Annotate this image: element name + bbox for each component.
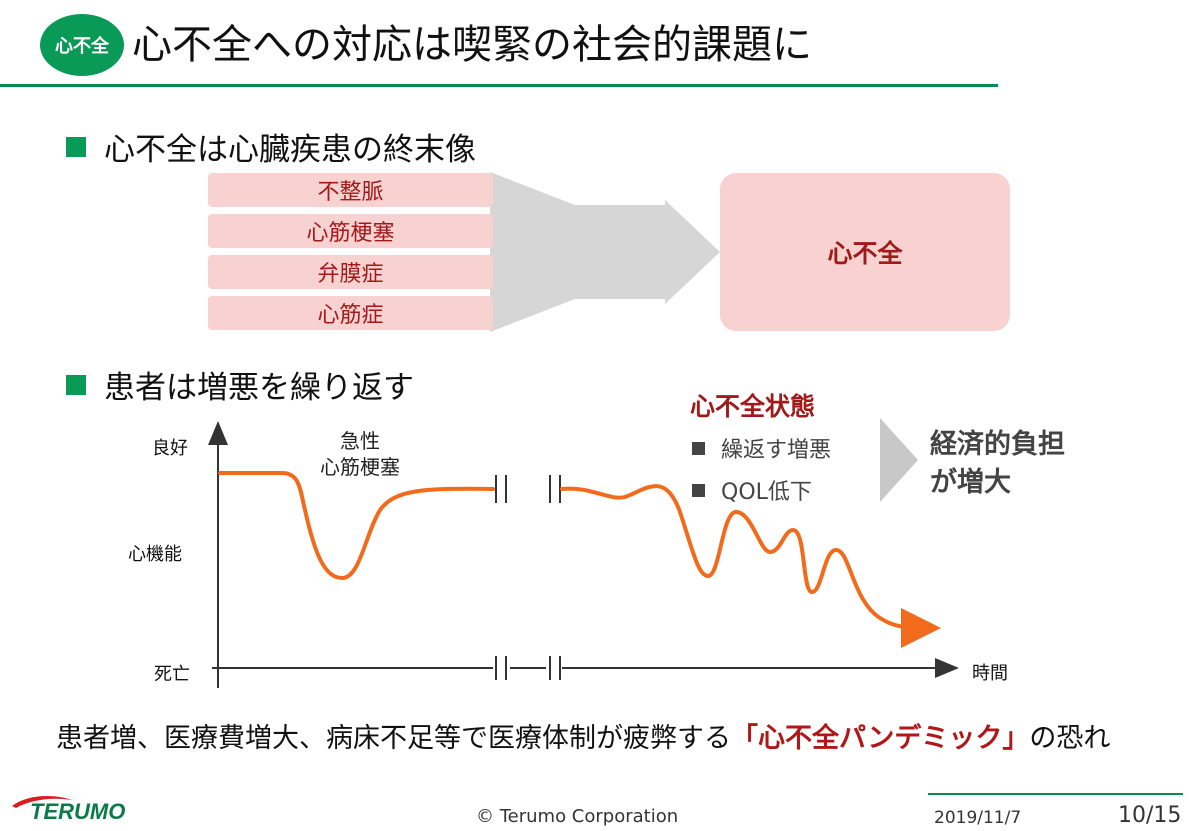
- bullet-square-icon: [66, 374, 86, 395]
- terumo-logo: TERUMO: [12, 796, 125, 822]
- page-title: 心不全への対応は喫緊の社会的課題に: [132, 22, 812, 68]
- y-label-death: 死亡: [154, 664, 190, 685]
- state-item-text: 繰返す増悪: [721, 438, 832, 463]
- y-axis-title: 心機能: [128, 544, 182, 565]
- heart-failure-state-title: 心不全状態: [690, 392, 816, 421]
- y-label-good: 良好: [152, 438, 188, 459]
- conclusion-text: 患者増、医療費増大、病床不足等で医療体制が疲弊する: [56, 723, 731, 754]
- cause-box-valvular-disease: 弁膜症: [208, 255, 493, 289]
- acute-mi-annotation: 急性 心筋梗塞: [300, 428, 420, 480]
- footer-divider: [928, 793, 1183, 795]
- svg-text:TERUMO: TERUMO: [30, 799, 125, 822]
- bullet-square-icon: [66, 136, 86, 157]
- bullet-text: 患者は増悪を繰り返す: [104, 370, 414, 406]
- bullet-square-icon: [692, 483, 705, 497]
- state-item-exacerbation: 繰返す増悪: [692, 432, 831, 464]
- cardiac-function-curve-after: [560, 484, 941, 648]
- annotation-line: 心筋梗塞: [320, 455, 400, 479]
- bullet-heart-disease-end-stage: 心不全は心臓疾患の終末像: [66, 124, 476, 169]
- bullet-repeated-exacerbation: 患者は増悪を繰り返す: [66, 362, 414, 407]
- cause-box-myocardial-infarction: 心筋梗塞: [208, 214, 493, 248]
- conclusion-statement: 患者増、医療費増大、病床不足等で医療体制が疲弊する「心不全パンデミック」の恐れ: [56, 716, 1110, 755]
- chevron-right-icon: [880, 418, 918, 502]
- merge-arrow-shape: [490, 172, 720, 332]
- cardiac-function-curve-before: [218, 471, 495, 581]
- economic-burden-text: 経済的負担 が増大: [930, 426, 1065, 502]
- cause-box-arrhythmia: 不整脈: [208, 173, 493, 207]
- bullet-square-icon: [692, 441, 705, 455]
- section-badge: 心不全: [40, 14, 124, 76]
- page-number: 10/15: [1118, 803, 1182, 828]
- slide-date: 2019/11/7: [934, 808, 1022, 828]
- state-item-qol: QOL低下: [692, 474, 812, 506]
- x-axis-title: 時間: [972, 663, 1008, 684]
- x-axis-break-marks: [495, 656, 561, 680]
- burden-line: が増大: [930, 467, 1011, 498]
- title-divider: [0, 84, 998, 87]
- state-item-text: QOL低下: [721, 480, 812, 505]
- conclusion-text: の恐れ: [1029, 723, 1111, 754]
- conclusion-emphasis: 「心不全パンデミック」: [731, 723, 1030, 754]
- bullet-text: 心不全は心臓疾患の終末像: [104, 132, 476, 168]
- annotation-line: 急性: [340, 429, 380, 453]
- cause-box-cardiomyopathy: 心筋症: [208, 296, 493, 330]
- burden-line: 経済的負担: [930, 429, 1065, 460]
- copyright-notice: © Terumo Corporation: [476, 806, 679, 827]
- heart-failure-box: 心不全: [720, 173, 1010, 331]
